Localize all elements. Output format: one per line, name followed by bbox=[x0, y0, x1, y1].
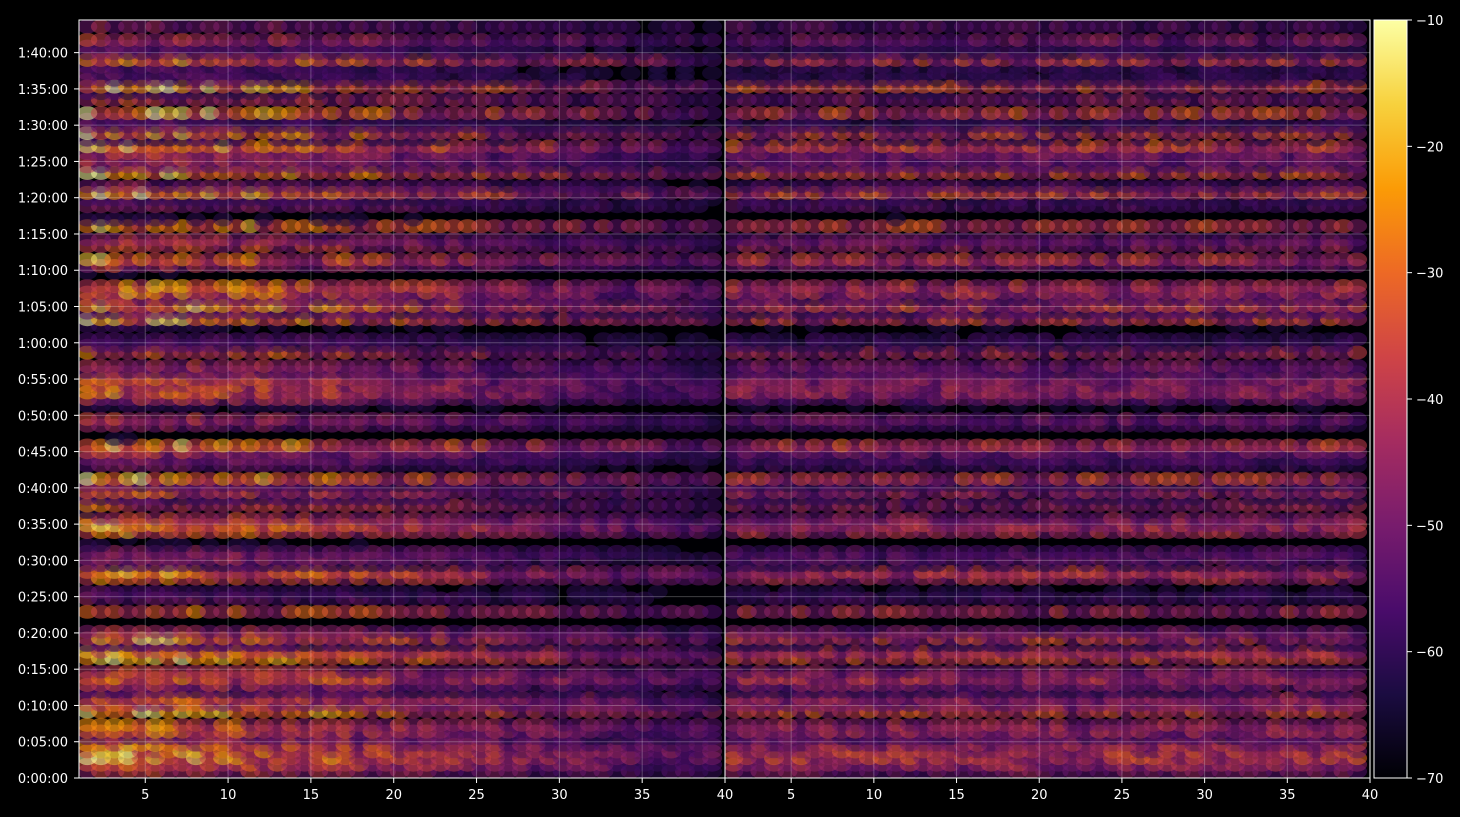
y-tick-label: 1:30:00 bbox=[18, 119, 68, 134]
x-tick-label: 5 bbox=[787, 788, 795, 803]
colorbar-tick-label: −30 bbox=[1416, 267, 1443, 282]
x-tick-label: 40 bbox=[717, 788, 734, 803]
y-tick-label: 0:50:00 bbox=[18, 409, 68, 424]
y-tick-label: 0:25:00 bbox=[18, 591, 68, 606]
y-tick-label: 0:15:00 bbox=[18, 663, 68, 678]
y-tick-label: 1:40:00 bbox=[18, 47, 68, 62]
x-tick-label: 10 bbox=[866, 788, 883, 803]
y-tick-label: 1:05:00 bbox=[18, 301, 68, 316]
colorbar: −10 −20 −30 −40 −50 −60 −70 bbox=[1373, 14, 1443, 787]
x-tick-label: 25 bbox=[468, 788, 485, 803]
x-tick-label: 35 bbox=[1279, 788, 1296, 803]
x-tick-label: 5 bbox=[141, 788, 149, 803]
x-tick-label: 10 bbox=[220, 788, 237, 803]
left-panel bbox=[78, 19, 726, 779]
colorbar-tick-label: −10 bbox=[1416, 14, 1443, 29]
x-tick-label: 30 bbox=[1196, 788, 1213, 803]
y-tick-label: 0:35:00 bbox=[18, 518, 68, 533]
right-x-axis: 5 10 15 20 25 30 35 40 bbox=[787, 778, 1378, 803]
panel-frame bbox=[724, 19, 1371, 779]
y-tick-label: 0:10:00 bbox=[18, 699, 68, 714]
y-tick-label: 0:55:00 bbox=[18, 373, 68, 388]
y-tick-label: 0:00:00 bbox=[18, 772, 68, 787]
y-tick-label: 1:20:00 bbox=[18, 192, 68, 207]
colorbar-tick-label: −20 bbox=[1416, 140, 1443, 155]
y-tick-label: 0:40:00 bbox=[18, 482, 68, 497]
x-tick-label: 30 bbox=[551, 788, 568, 803]
y-tick-label: 1:10:00 bbox=[18, 264, 68, 279]
x-tick-label: 40 bbox=[1362, 788, 1379, 803]
x-tick-label: 35 bbox=[634, 788, 651, 803]
colorbar-tick-label: −40 bbox=[1416, 393, 1443, 408]
colorbar-tick-label: −60 bbox=[1416, 646, 1443, 661]
y-tick-label: 1:00:00 bbox=[18, 337, 68, 352]
x-tick-label: 20 bbox=[385, 788, 402, 803]
x-tick-label: 25 bbox=[1114, 788, 1131, 803]
colorbar-tick-label: −50 bbox=[1416, 519, 1443, 534]
right-panel bbox=[724, 19, 1371, 779]
left-x-axis: 5 10 15 20 25 30 35 40 bbox=[141, 778, 733, 803]
colorbar-tick-label: −70 bbox=[1416, 772, 1443, 787]
y-tick-label: 0:05:00 bbox=[18, 736, 68, 751]
colorbar-gradient bbox=[1373, 19, 1408, 779]
y-tick-label: 1:35:00 bbox=[18, 83, 68, 98]
y-tick-label: 0:45:00 bbox=[18, 446, 68, 461]
x-tick-label: 15 bbox=[303, 788, 320, 803]
x-tick-label: 20 bbox=[1031, 788, 1048, 803]
y-tick-label: 1:15:00 bbox=[18, 228, 68, 243]
x-tick-label: 15 bbox=[948, 788, 965, 803]
y-tick-label: 1:25:00 bbox=[18, 155, 68, 170]
y-tick-label: 0:30:00 bbox=[18, 554, 68, 569]
y-tick-label: 0:20:00 bbox=[18, 627, 68, 642]
y-axis: 0:00:00 0:05:00 0:10:00 0:15:00 0:20:00 0:25:… bbox=[18, 47, 79, 787]
